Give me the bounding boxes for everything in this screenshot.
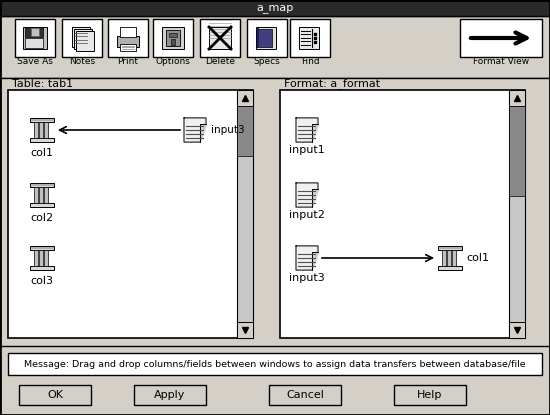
Bar [30,183,54,187]
Text: Options: Options [156,58,190,66]
Bar [74,29,92,49]
Bar [237,106,253,156]
Bar [108,19,148,57]
Text: Message: Drag and drop columns/fields between windows to assign data transfers b: Message: Drag and drop columns/fields be… [24,359,526,369]
Text: col3: col3 [30,276,53,286]
Bar [299,27,319,49]
Bar [19,385,91,405]
Bar [237,90,253,106]
Text: OK: OK [47,390,63,400]
Bar [30,266,54,270]
Bar [23,27,47,49]
Bar [460,19,542,57]
Bar [166,30,180,46]
Bar [290,19,330,57]
Bar [30,118,54,122]
Text: Save As: Save As [17,58,53,66]
Bar [171,39,175,45]
Text: Help: Help [417,390,443,400]
Bar [117,36,139,47]
Polygon shape [312,252,318,270]
Text: Table: tab1: Table: tab1 [12,79,73,89]
Bar [247,19,287,57]
Bar [25,38,43,48]
Bar [134,385,206,405]
Bar [442,250,446,266]
Bar [509,90,525,106]
Bar [62,19,102,57]
Text: Print: Print [118,58,139,66]
Bar [438,266,462,270]
Polygon shape [296,246,318,270]
Bar [162,27,184,49]
Bar [509,90,525,338]
Bar [76,31,94,51]
Bar [120,44,136,51]
Bar [200,19,240,57]
Text: input1: input1 [289,145,325,155]
Bar [44,122,48,138]
Bar [34,187,38,203]
Text: Cancel: Cancel [286,390,324,400]
Polygon shape [200,124,206,142]
Bar [44,187,48,203]
Bar [44,250,48,266]
Bar [169,33,177,37]
Bar [39,122,43,138]
Bar [209,27,231,49]
Text: col1: col1 [30,148,53,158]
Bar [258,29,272,47]
Bar [30,203,54,207]
Bar [34,250,38,266]
Text: Find: Find [301,58,320,66]
Bar [269,385,341,405]
Text: Notes: Notes [69,58,95,66]
Text: Delete: Delete [205,58,235,66]
Polygon shape [312,189,318,207]
Bar [8,353,542,375]
Bar [256,27,276,49]
Text: Format View: Format View [473,58,529,66]
Polygon shape [296,118,318,142]
Polygon shape [296,183,318,207]
Text: Format: a_format: Format: a_format [284,78,380,90]
Bar [0,0,550,16]
Bar [237,322,253,338]
Bar [438,246,462,250]
Bar [509,106,525,196]
Bar [153,19,193,57]
Text: Specs: Specs [254,58,280,66]
Text: input3: input3 [289,273,325,283]
Bar [30,246,54,250]
Bar [39,187,43,203]
Polygon shape [312,124,318,142]
Bar [237,90,253,338]
Bar [447,250,451,266]
Bar [30,138,54,142]
Bar [0,16,550,78]
Text: col1: col1 [466,253,489,263]
Bar [31,28,39,36]
Text: input3: input3 [211,125,245,135]
Bar [120,27,136,37]
Bar [15,19,55,57]
Bar [25,27,43,37]
Text: Apply: Apply [155,390,186,400]
Bar [452,250,456,266]
Text: col2: col2 [30,213,53,223]
Bar [8,90,253,338]
Polygon shape [184,118,206,142]
Bar [39,250,43,266]
Bar [0,78,550,346]
Bar [509,322,525,338]
Text: input2: input2 [289,210,325,220]
Text: a_map: a_map [256,3,294,13]
Bar [34,122,38,138]
Bar [280,90,525,338]
Bar [72,27,90,47]
Bar [394,385,466,405]
